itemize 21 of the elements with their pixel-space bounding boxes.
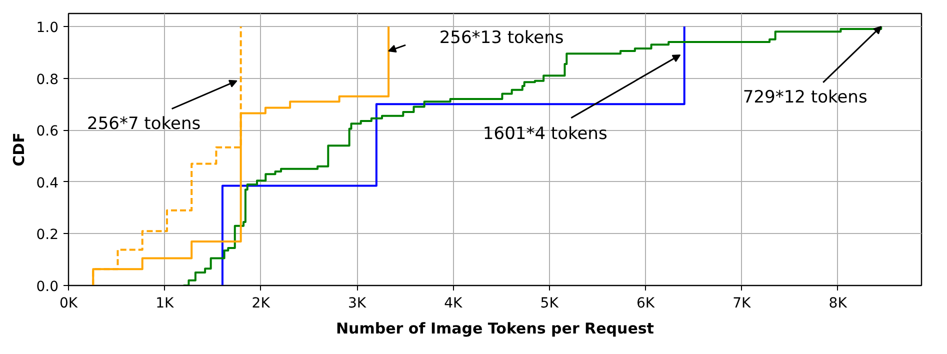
annotation: 256*13 tokens bbox=[439, 28, 564, 48]
y-tick-label: 0.4 bbox=[36, 175, 59, 192]
y-tick-label: 1.0 bbox=[36, 20, 58, 36]
x-tick-label: 4K bbox=[444, 296, 464, 312]
x-tick-label: 0K bbox=[59, 296, 78, 312]
x-tick-label: 7K bbox=[732, 296, 752, 312]
y-tick-label: 0.6 bbox=[36, 124, 59, 140]
x-axis-title: Number of Image Tokens per Request bbox=[336, 320, 654, 338]
x-tick-label: 5K bbox=[540, 296, 560, 312]
y-tick-label: 0.2 bbox=[36, 227, 58, 244]
annotation: 256*7 tokens bbox=[87, 114, 201, 134]
y-tick-label: 0.0 bbox=[36, 279, 58, 295]
x-tick-label: 6K bbox=[636, 296, 656, 312]
x-tick-label: 8K bbox=[828, 296, 848, 312]
annotation: 729*12 tokens bbox=[742, 87, 868, 108]
annotation: 1601*4 tokens bbox=[482, 124, 608, 144]
y-tick-label: 0.8 bbox=[36, 72, 58, 88]
x-tick-label: 1K bbox=[156, 296, 175, 312]
x-tick-label: 2K bbox=[252, 296, 271, 312]
x-tick-label: 3K bbox=[348, 296, 367, 312]
y-axis-title: CDF bbox=[10, 132, 28, 166]
